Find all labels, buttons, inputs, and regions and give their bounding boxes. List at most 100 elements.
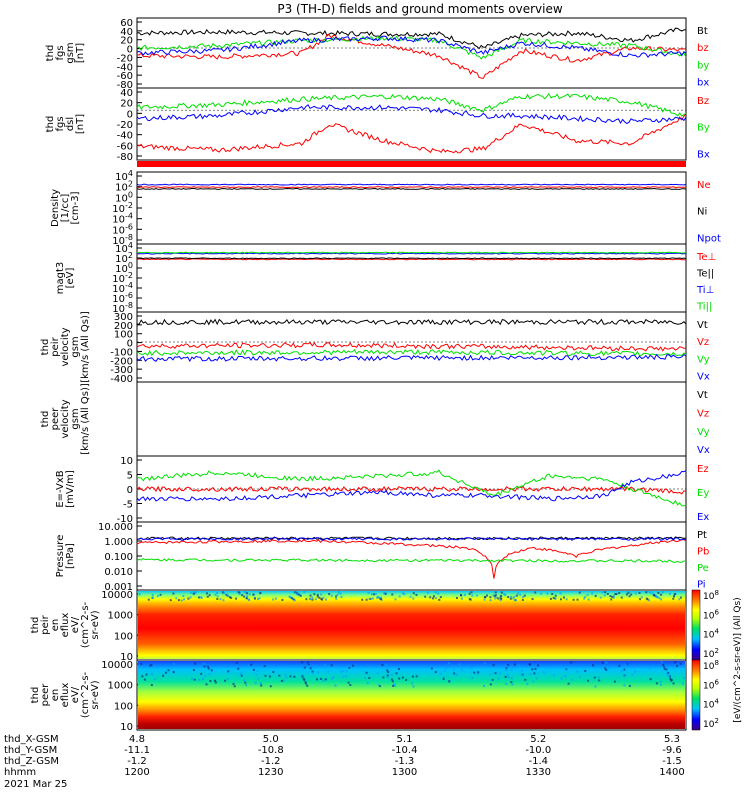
spectrogram-speckle xyxy=(209,679,212,682)
spectrogram-speckle xyxy=(312,671,315,674)
spectrogram-speckle xyxy=(221,591,224,594)
x-tick-hhmm: 1200 xyxy=(124,767,149,778)
colorbar-tick: 104 xyxy=(703,698,719,711)
spectrogram-speckle xyxy=(594,685,597,688)
x-row-label: 2021 Mar 25 xyxy=(4,779,67,790)
spectrogram-speckle xyxy=(216,592,219,595)
spectrogram-speckle xyxy=(260,684,263,687)
spectrogram-speckle xyxy=(593,676,596,679)
spectrogram-speckle xyxy=(604,667,607,670)
spectrogram-speckle xyxy=(518,664,521,667)
panel-frame xyxy=(136,243,687,313)
spectrogram-speckle xyxy=(307,663,310,666)
spectrogram-speckle xyxy=(531,668,534,671)
y-tick-label: 10 xyxy=(120,456,133,467)
spectrogram-speckle xyxy=(572,598,575,601)
legend-entry: Pt xyxy=(697,530,707,541)
x-tick-hhmm: 1330 xyxy=(526,767,551,778)
spectrogram-speckle xyxy=(256,669,259,672)
legend-entry: Te⊥ xyxy=(696,252,716,263)
spectrogram-speckle xyxy=(520,669,523,672)
spectrogram-speckle xyxy=(603,594,606,597)
spectrogram-speckle xyxy=(591,664,594,667)
spectrogram-speckle xyxy=(499,596,502,599)
spectrogram-speckle xyxy=(532,680,535,683)
y-tick-label: 60 xyxy=(120,18,133,29)
x-row-label: thd_X-GSM xyxy=(4,734,59,745)
y-label-line: gsm xyxy=(70,336,81,357)
spectrogram-speckle xyxy=(483,662,486,665)
spectrogram-speckle xyxy=(512,597,515,600)
spectrogram-speckle xyxy=(187,597,190,600)
x-row-label: hhmm xyxy=(4,767,36,778)
spectrogram-speckle xyxy=(546,592,549,595)
legend-entry: Bz xyxy=(697,96,709,107)
spectrogram-speckle xyxy=(194,662,197,665)
spectrogram-speckle xyxy=(301,661,304,664)
spectrogram-speckle xyxy=(190,591,193,594)
spectrogram-speckle xyxy=(640,596,643,599)
spectrogram-speckle xyxy=(507,676,510,679)
spectrogram-speckle xyxy=(387,670,390,673)
spectrogram-speckle xyxy=(303,678,306,681)
spectrogram-speckle xyxy=(470,591,473,594)
y-tick-label: 10 xyxy=(120,652,133,663)
spectrogram-speckle xyxy=(453,672,456,675)
spectrogram-speckle xyxy=(342,675,345,678)
spectrogram-speckle xyxy=(394,598,397,601)
spectrogram-speckle xyxy=(469,598,472,601)
spectrogram-speckle xyxy=(598,679,601,682)
legend-entry: Vy xyxy=(697,427,710,438)
y-label-line: peir xyxy=(50,336,61,356)
spectrogram-speckle xyxy=(659,683,662,686)
spectrogram-speckle xyxy=(494,591,497,594)
spectrogram-speckle xyxy=(210,669,213,672)
y-axis-label: thd fgs dsl [nT] xyxy=(45,114,86,134)
spectrogram-speckle xyxy=(649,678,652,681)
legend-entry: Vz xyxy=(697,337,709,348)
spectrogram-speckle xyxy=(382,676,385,679)
spectrogram-speckle xyxy=(443,669,446,672)
spectrogram-speckle xyxy=(269,665,272,668)
spectrogram-speckle xyxy=(272,671,275,674)
series-line-Ti|| xyxy=(136,251,687,254)
spectrogram-speckle xyxy=(540,592,543,595)
spectrogram-speckle xyxy=(584,669,587,672)
spectrogram-speckle xyxy=(391,593,394,596)
spectrogram-speckle xyxy=(504,593,507,596)
spectrogram-speckle xyxy=(482,684,485,687)
y-label-line: magt3 xyxy=(55,262,66,295)
spectrogram-speckle xyxy=(454,666,457,669)
spectrogram-speckle xyxy=(306,684,309,687)
spectrogram-speckle xyxy=(489,599,492,602)
y-label-line: eflux xyxy=(60,613,71,638)
spectrogram-speckle xyxy=(625,593,628,596)
spectrogram-speckle xyxy=(198,596,201,599)
spectrogram-speckle xyxy=(328,592,331,595)
spectrogram-speckle xyxy=(257,677,260,680)
y-tick-label: 1000 xyxy=(108,681,133,692)
spectrogram-speckle xyxy=(601,661,604,664)
spectrogram-speckle xyxy=(622,674,625,677)
series-line-Te|| xyxy=(136,257,687,260)
spectrogram-speckle xyxy=(668,675,671,678)
spectrogram-speckle xyxy=(670,679,673,682)
spectrogram-speckle xyxy=(339,592,342,595)
spectrogram-speckle xyxy=(564,675,567,678)
spectrogram-speckle xyxy=(245,592,248,595)
series-line-bz xyxy=(136,34,687,79)
spectrogram-speckle xyxy=(649,591,652,594)
spectrogram-speckle xyxy=(334,684,337,687)
spectrogram-speckle xyxy=(259,682,262,685)
spectrogram-speckle xyxy=(368,676,371,679)
spectrogram-speckle xyxy=(432,597,435,600)
x-tick-hhmm: 1300 xyxy=(392,767,417,778)
spectrogram-speckle xyxy=(318,596,321,599)
spectrogram-speckle xyxy=(429,596,432,599)
spectrogram-speckle xyxy=(534,667,537,670)
spectrogram-speckle xyxy=(378,684,381,687)
x-tick-gsm-y: -11.1 xyxy=(124,745,150,756)
